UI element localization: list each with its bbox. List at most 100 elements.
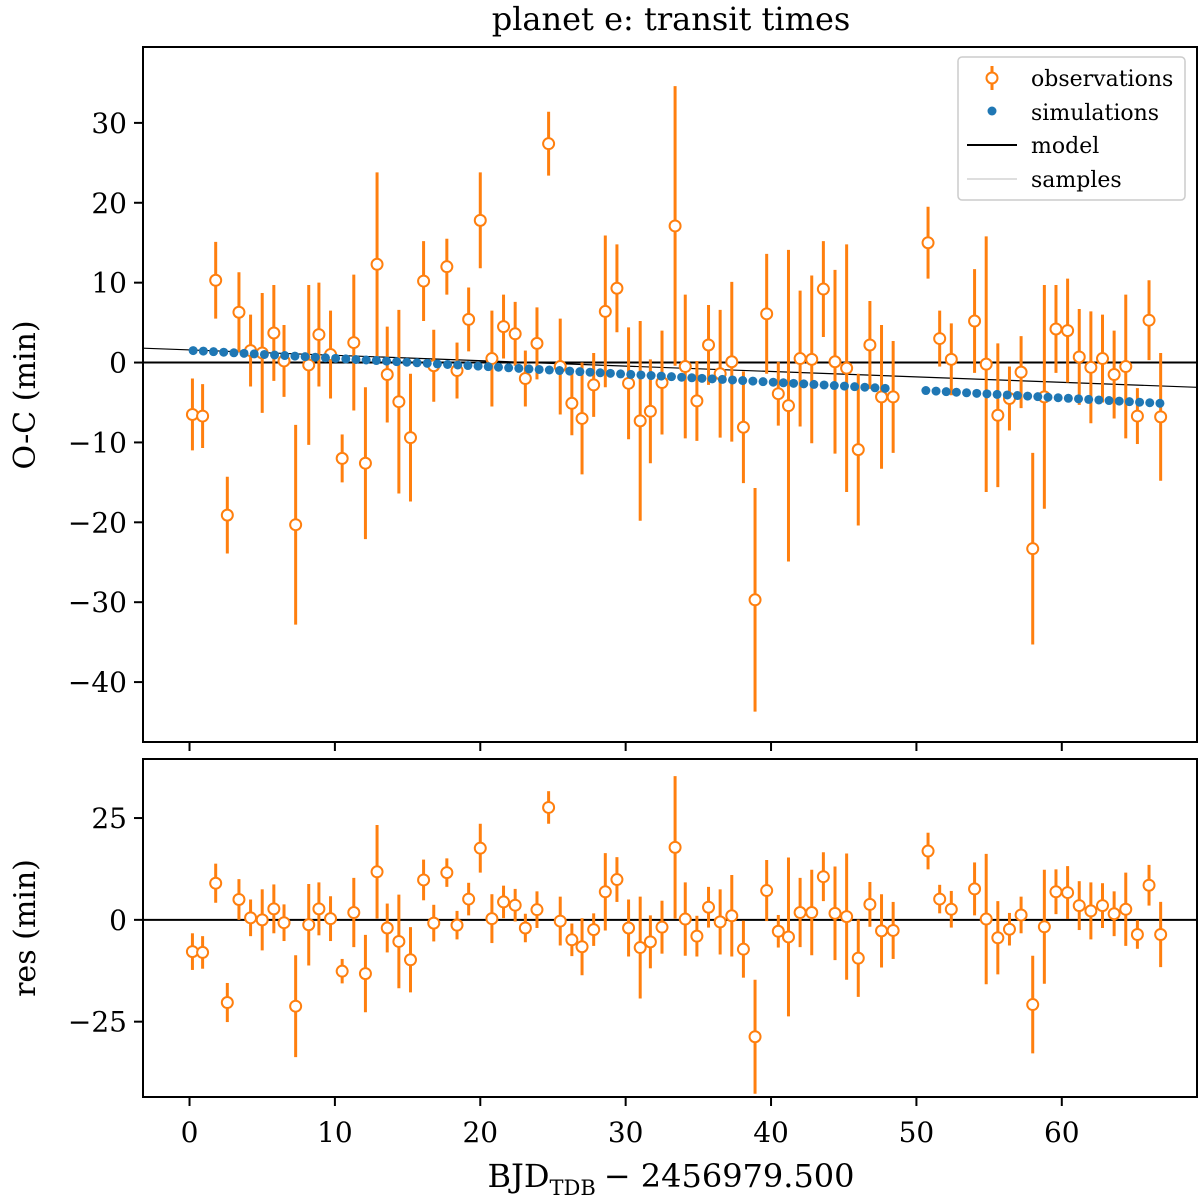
simulation-point [280, 351, 290, 361]
residual-point [1061, 886, 1075, 900]
observation-point [380, 368, 394, 382]
observation-point [185, 407, 199, 421]
residual-point [553, 914, 567, 928]
observation-point [690, 394, 704, 408]
observation-point [312, 328, 326, 342]
legend-observations-label: observations [1031, 67, 1173, 92]
residual-point [921, 844, 935, 858]
observation-point [760, 307, 774, 321]
observation-point [347, 336, 361, 350]
observation-point [1107, 368, 1121, 382]
simulation-point [1094, 395, 1104, 405]
residual-point [968, 882, 982, 896]
top-panel: 30 20 10 0 −10 −20 −30 −40 O-C (min) observatio… [8, 46, 1198, 751]
residual-point [427, 916, 441, 930]
observation-point [944, 352, 958, 366]
observation-point [633, 414, 647, 428]
legend-simulations-label: simulations [1031, 101, 1159, 126]
residual-point [450, 918, 464, 932]
bottom-xtick-label: 40 [753, 1116, 789, 1149]
simulation-point [331, 353, 341, 363]
residual-point [277, 916, 291, 930]
observation-point [643, 404, 657, 418]
residual-point [508, 898, 522, 912]
residual-point [944, 902, 958, 916]
simulation-point [493, 362, 503, 372]
legend-entry-model: model [967, 134, 1099, 159]
simulation-point [320, 353, 330, 363]
observation-point [542, 137, 556, 151]
top-ytick-label: 20 [91, 187, 127, 220]
residual-point [598, 885, 612, 899]
simulation-point [626, 369, 636, 379]
observation-point [851, 443, 865, 457]
residual-point [565, 933, 579, 947]
simulation-point [636, 370, 646, 380]
simulation-point [1012, 391, 1022, 401]
simulation-point [748, 376, 758, 386]
residual-point [933, 892, 947, 906]
residual-point [1002, 922, 1016, 936]
observation-point [793, 352, 807, 366]
observation-point [886, 390, 900, 404]
simulation-point [1104, 396, 1114, 406]
residual-point [678, 912, 692, 926]
residual-point [473, 841, 487, 855]
simulation-point [850, 382, 860, 392]
bottom-xtick-label: 30 [608, 1116, 644, 1149]
simulation-point [605, 368, 615, 378]
residual-point [403, 953, 417, 967]
simulation-point [728, 375, 738, 385]
simulation-point [534, 364, 544, 374]
residual-point [347, 906, 361, 920]
simulation-point [616, 369, 626, 379]
simulation-point [219, 347, 229, 357]
residual-point [462, 892, 476, 906]
observation-point [232, 305, 246, 319]
residual-point [979, 912, 993, 926]
simulation-point [1033, 392, 1043, 402]
simulation-point [371, 356, 381, 366]
residual-point [633, 941, 647, 955]
simulation-point [1135, 397, 1145, 407]
bottom-xtick-label: 10 [317, 1116, 353, 1149]
x-axis-label-offset: − 2456979.500 [604, 1157, 855, 1195]
observation-point [267, 326, 281, 340]
simulation-point [402, 357, 412, 367]
bottom-ytick-label: 0 [109, 904, 127, 937]
observation-point [1072, 350, 1086, 364]
bottom-y-axis: 25 0 −25 [68, 802, 143, 1039]
residual-point [886, 923, 900, 937]
simulation-point [880, 383, 890, 393]
simulation-point [1023, 391, 1033, 401]
simulation-point [931, 386, 941, 396]
residual-point [542, 800, 556, 814]
residual-point [771, 924, 785, 938]
top-data-layer [142, 86, 1198, 712]
bottom-xtick-label: 50 [899, 1116, 935, 1149]
simulation-point [1063, 393, 1073, 403]
simulation-point [839, 381, 849, 391]
observation-point [1084, 360, 1098, 374]
observation-point [473, 213, 487, 227]
simulation-point [351, 354, 361, 364]
observation-point [530, 336, 544, 350]
simulation-point [1145, 398, 1155, 408]
residual-point [1130, 928, 1144, 942]
top-ytick-label: 30 [91, 107, 127, 140]
top-ytick-label: −10 [68, 426, 127, 459]
simulation-point [392, 357, 402, 367]
residual-point [209, 876, 223, 890]
residual-point [1037, 920, 1051, 934]
residual-point [324, 912, 338, 926]
residual-point [713, 915, 727, 929]
top-ytick-label: 10 [91, 267, 127, 300]
simulation-point [382, 356, 392, 366]
residual-point [335, 964, 349, 978]
observation-point [736, 420, 750, 434]
simulation-point [941, 387, 951, 397]
observation-point [392, 395, 406, 409]
simulation-point [809, 379, 819, 389]
simulation-point [666, 372, 676, 382]
